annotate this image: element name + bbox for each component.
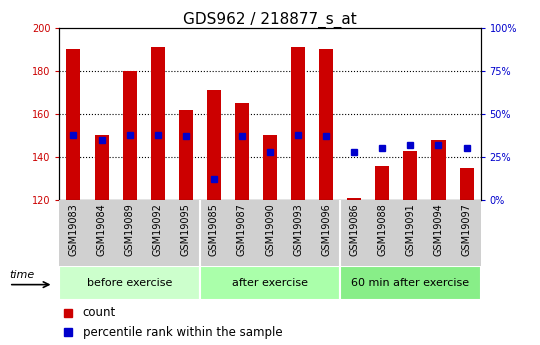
Bar xyxy=(207,90,221,200)
Bar xyxy=(94,136,109,200)
Text: time: time xyxy=(9,270,34,280)
Bar xyxy=(319,49,333,200)
Bar xyxy=(431,140,446,200)
Text: GSM19092: GSM19092 xyxy=(153,203,163,256)
Text: GSM19095: GSM19095 xyxy=(181,203,191,256)
Bar xyxy=(263,136,277,200)
Bar xyxy=(151,47,165,200)
Text: GSM19091: GSM19091 xyxy=(406,203,415,256)
Bar xyxy=(200,266,340,300)
Text: GSM19087: GSM19087 xyxy=(237,203,247,256)
Text: before exercise: before exercise xyxy=(87,278,172,288)
Text: 60 min after exercise: 60 min after exercise xyxy=(352,278,469,288)
Bar xyxy=(460,168,474,200)
Text: GSM19085: GSM19085 xyxy=(209,203,219,256)
Bar xyxy=(340,266,481,300)
Text: count: count xyxy=(83,306,116,319)
Bar xyxy=(235,103,249,200)
Text: GSM19088: GSM19088 xyxy=(377,203,387,256)
Text: GSM19086: GSM19086 xyxy=(349,203,359,256)
Text: GSM19090: GSM19090 xyxy=(265,203,275,256)
Bar xyxy=(59,266,200,300)
Bar xyxy=(179,110,193,200)
Bar xyxy=(403,150,417,200)
Text: GSM19084: GSM19084 xyxy=(97,203,106,256)
Text: GSM19097: GSM19097 xyxy=(462,203,471,256)
Bar xyxy=(66,49,80,200)
Text: GSM19094: GSM19094 xyxy=(434,203,443,256)
Bar xyxy=(123,71,137,200)
Text: GSM19096: GSM19096 xyxy=(321,203,331,256)
Text: GSM19083: GSM19083 xyxy=(69,203,78,256)
Bar xyxy=(291,47,305,200)
Text: percentile rank within the sample: percentile rank within the sample xyxy=(83,326,282,339)
Text: after exercise: after exercise xyxy=(232,278,308,288)
Title: GDS962 / 218877_s_at: GDS962 / 218877_s_at xyxy=(183,11,357,28)
Bar xyxy=(375,166,389,200)
Text: GSM19089: GSM19089 xyxy=(125,203,134,256)
Text: GSM19093: GSM19093 xyxy=(293,203,303,256)
Bar xyxy=(347,198,361,200)
